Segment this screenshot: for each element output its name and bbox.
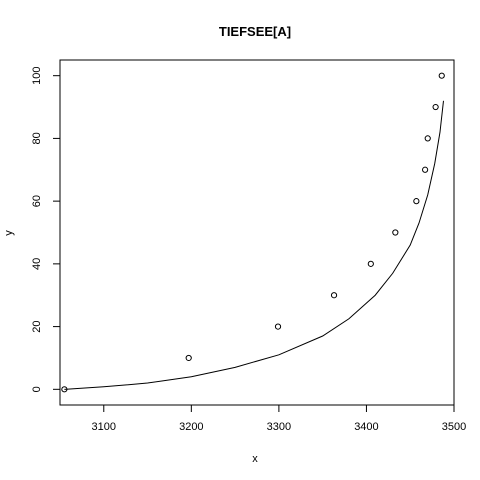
- data-point-9: [432, 103, 439, 111]
- y-axis-label: y: [3, 230, 15, 236]
- data-point-2: [274, 323, 282, 330]
- y-tick-label-60: 60: [31, 195, 43, 207]
- x-axis-label: x: [252, 453, 258, 465]
- data-point-6: [413, 198, 420, 205]
- y-tick-label-0: 0: [31, 386, 43, 392]
- data-point-1: [185, 354, 192, 362]
- data-point-10: [438, 72, 445, 79]
- data-point-3: [330, 292, 338, 299]
- x-tick-label-3400: 3400: [354, 421, 378, 433]
- data-point-8: [424, 135, 431, 142]
- data-point-7: [422, 166, 429, 173]
- plot-frame: [59, 59, 455, 406]
- y-tick-label-80: 80: [31, 132, 43, 144]
- series-layer: [61, 72, 445, 393]
- y-tick-label-40: 40: [31, 258, 43, 270]
- data-point-5: [392, 229, 399, 236]
- y-tick-label-100: 100: [31, 67, 43, 85]
- x-tick-label-3100: 3100: [92, 421, 116, 433]
- y-tick-label-20: 20: [31, 320, 43, 332]
- fitted-curve-line: [64, 100, 444, 390]
- chart-title: TIEFSEE[A]: [219, 24, 291, 39]
- x-tick-label-3200: 3200: [179, 421, 203, 433]
- data-point-4: [367, 260, 374, 267]
- y-axis: 0 20 40 60 80 100: [31, 67, 60, 392]
- x-tick-label-3300: 3300: [267, 421, 291, 433]
- x-tick-label-3500: 3500: [442, 421, 466, 433]
- x-axis: 3100 3200 3300 3400 3500: [92, 405, 466, 433]
